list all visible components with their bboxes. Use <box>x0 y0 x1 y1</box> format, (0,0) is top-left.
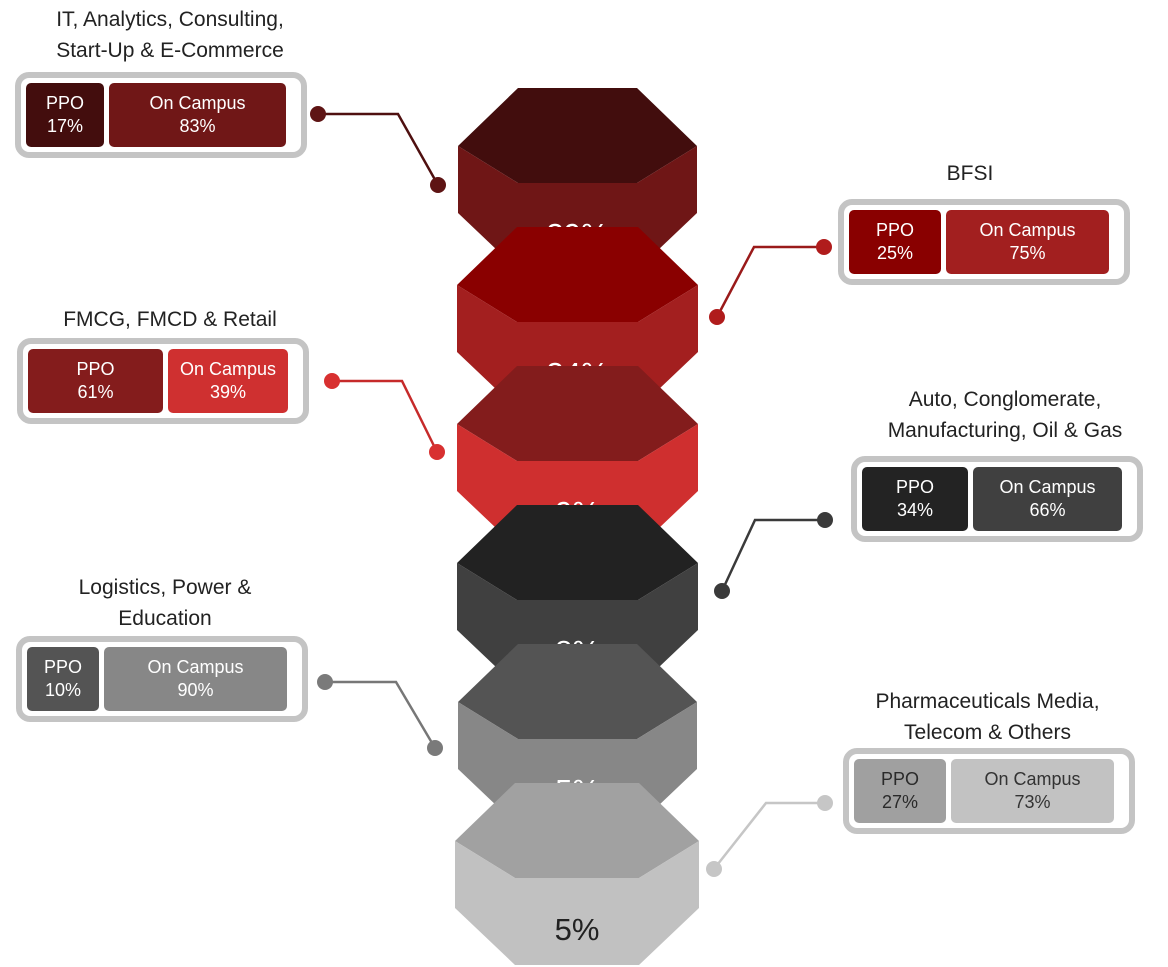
it-sector-title: IT, Analytics, Consulting, Start-Up & E-C… <box>56 8 284 62</box>
ppo-value: 25% <box>876 243 914 263</box>
connector-dot <box>429 444 445 460</box>
bfsi-connector <box>709 239 832 325</box>
logistics-sector-title: Logistics, Power & Education <box>78 576 252 630</box>
ppo-cell: PPO 34% <box>862 467 968 531</box>
bfsi-sector-callout: PPO 25% On Campus 75% <box>838 199 1130 285</box>
pharma-sector-callout: PPO 27% On Campus 73% <box>843 748 1135 834</box>
ppo-label: PPO <box>895 477 934 497</box>
auto-sector-title: Auto, Conglomerate, Manufacturing, Oil & … <box>887 388 1123 442</box>
ppo-cell: PPO 61% <box>28 349 163 413</box>
ppo-cell: PPO 17% <box>26 83 104 147</box>
it-sector-callout: PPO 17% On Campus 83% <box>15 72 307 158</box>
ppo-value: 10% <box>44 680 82 700</box>
on-campus-label: On Campus <box>999 477 1096 497</box>
ppo-label: PPO <box>76 359 115 379</box>
connector-line <box>332 379 439 453</box>
ppo-label: PPO <box>45 93 84 113</box>
connector-dot <box>427 740 443 756</box>
on-campus-cell: On Campus 90% <box>104 647 287 711</box>
connector-dot <box>310 106 326 122</box>
hex-front-face <box>455 841 699 965</box>
on-campus-cell: On Campus 83% <box>109 83 286 147</box>
connector-line <box>720 518 825 592</box>
connector-dot <box>706 861 722 877</box>
ppo-value: 27% <box>881 792 919 812</box>
fmcg-sector-title: FMCG, FMCD & Retail <box>63 308 277 331</box>
on-campus-label: On Campus <box>179 359 277 379</box>
logistics-connector <box>317 674 443 756</box>
hex-segment-6: 5% <box>455 783 699 965</box>
connector-dot <box>324 373 340 389</box>
connector-line <box>325 680 437 749</box>
ppo-label: PPO <box>875 220 914 240</box>
on-campus-value: 75% <box>1009 243 1046 263</box>
ppo-cell: PPO 25% <box>849 210 941 274</box>
logistics-sector-callout: PPO 10% On Campus 90% <box>16 636 308 722</box>
ppo-value: 61% <box>77 382 114 402</box>
hex-top-face <box>457 505 698 600</box>
ppo-cell: PPO 10% <box>27 647 99 711</box>
on-campus-label: On Campus <box>147 657 244 677</box>
pharma-connector <box>706 795 833 877</box>
on-campus-value: 83% <box>179 116 216 136</box>
bfsi-sector-title: BFSI <box>946 162 994 185</box>
on-campus-value: 73% <box>1014 792 1051 812</box>
on-campus-label: On Campus <box>149 93 246 113</box>
connector-dot <box>317 674 333 690</box>
connector-dot <box>817 512 833 528</box>
on-campus-cell: On Campus 39% <box>168 349 288 413</box>
hex-top-face <box>458 88 697 183</box>
on-campus-cell: On Campus 75% <box>946 210 1109 274</box>
connector-line <box>318 112 440 186</box>
connector-dot <box>709 309 725 325</box>
fmcg-sector-callout: PPO 61% On Campus 39% <box>17 338 309 424</box>
on-campus-value: 39% <box>209 382 247 402</box>
on-campus-value: 66% <box>1029 500 1066 520</box>
ppo-label: PPO <box>43 657 82 677</box>
fmcg-connector <box>324 373 445 460</box>
auto-connector <box>714 512 833 599</box>
ppo-cell: PPO 27% <box>854 759 946 823</box>
hex-top-face <box>455 783 699 878</box>
hex-top-face <box>457 227 698 322</box>
hex-top-face <box>457 366 698 461</box>
connector-line <box>713 801 825 870</box>
hex-percentage-label: 5% <box>555 912 600 947</box>
it-connector <box>310 106 446 193</box>
auto-sector-callout: PPO 34% On Campus 66% <box>851 456 1143 542</box>
on-campus-label: On Campus <box>984 769 1081 789</box>
connector-dot <box>430 177 446 193</box>
ppo-value: 34% <box>896 500 934 520</box>
connector-dot <box>816 239 832 255</box>
on-campus-label: On Campus <box>979 220 1076 240</box>
connector-line <box>715 245 824 318</box>
pharma-sector-title: Pharmaceuticals Media, Telecom & Others <box>875 690 1100 744</box>
on-campus-value: 90% <box>177 680 214 700</box>
on-campus-cell: On Campus 73% <box>951 759 1114 823</box>
connector-dot <box>817 795 833 811</box>
ppo-value: 17% <box>46 116 84 136</box>
connector-dot <box>714 583 730 599</box>
on-campus-cell: On Campus 66% <box>973 467 1122 531</box>
hex-top-face <box>458 644 697 739</box>
ppo-label: PPO <box>880 769 919 789</box>
